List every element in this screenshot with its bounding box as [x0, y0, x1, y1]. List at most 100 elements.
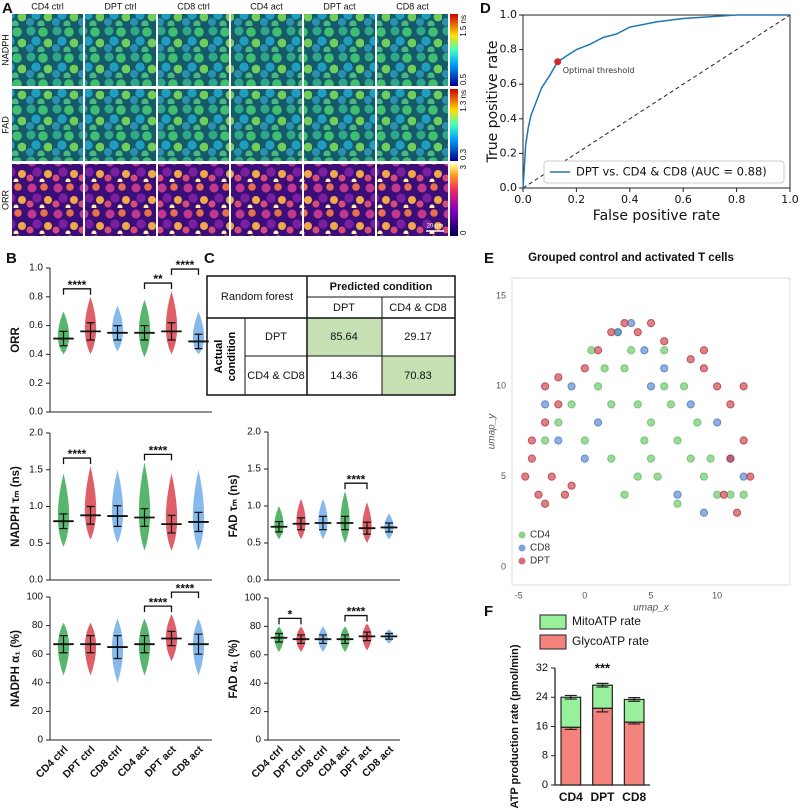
- micrograph: [377, 89, 448, 161]
- legend-swatch: [518, 557, 526, 565]
- row-label: NADPH: [0, 34, 10, 66]
- point: [527, 454, 536, 463]
- point: [554, 436, 563, 445]
- scale-bar-label: 20 μm: [427, 224, 444, 230]
- point: [534, 490, 543, 499]
- point: [673, 436, 682, 445]
- panel-letter: F: [484, 603, 493, 620]
- micrograph: [231, 89, 302, 161]
- column-label: CD4 act: [250, 1, 283, 11]
- point: [540, 382, 550, 391]
- micrograph: [158, 89, 229, 161]
- y-tick-label: 0.0: [29, 407, 43, 418]
- y-tick-label: 0.0: [29, 575, 43, 586]
- y-tick-label: 0.8: [29, 291, 43, 302]
- point: [567, 382, 576, 391]
- panel-letter: C: [204, 250, 215, 267]
- point: [593, 418, 603, 427]
- point: [567, 481, 576, 490]
- y-axis-label: umap_y: [487, 413, 498, 450]
- point: [560, 490, 570, 499]
- y-tick-label: 15: [496, 290, 506, 300]
- roc-curve: [522, 14, 790, 189]
- row-label: ORR: [0, 190, 10, 211]
- y-tick-label: 0: [255, 735, 261, 746]
- bar-segment: [623, 698, 645, 723]
- confusion-table: Random forest Predicted condition DPT CD…: [206, 275, 456, 396]
- y-tick-label: 2.0: [247, 427, 261, 438]
- y-tick-label: 1.5: [247, 464, 261, 475]
- significance-label: ****: [149, 595, 168, 609]
- column-label: CD4 ctrl: [31, 1, 64, 11]
- legend-swatch: [518, 544, 526, 552]
- x-tick-label: CD8: [622, 790, 646, 804]
- y-tick-label: 0: [542, 779, 548, 791]
- dot-cloud: [165, 473, 178, 551]
- point: [580, 364, 589, 373]
- point: [627, 346, 636, 355]
- table-cell: 29.17: [404, 331, 432, 343]
- point: [554, 373, 563, 382]
- error-bar: [564, 694, 577, 700]
- micrograph: [304, 14, 375, 86]
- micrograph: [158, 164, 229, 236]
- column-header: DPT: [333, 302, 355, 314]
- y-tick-label: 100: [244, 593, 261, 604]
- point: [686, 355, 695, 364]
- point: [713, 382, 722, 391]
- column-label: CD8 act: [396, 1, 429, 11]
- point: [540, 499, 550, 508]
- point: [521, 472, 530, 481]
- colorbar: [450, 89, 458, 161]
- significance-label: ****: [347, 472, 366, 486]
- x-axis-label: umap_x: [633, 603, 670, 614]
- y-tick-label: 0: [37, 735, 43, 746]
- significance-label: ***: [595, 661, 611, 676]
- y-tick-label: 1.0: [29, 263, 43, 274]
- point: [746, 472, 755, 481]
- bar-segment: [560, 696, 582, 728]
- y-tick-label: 40: [32, 677, 44, 688]
- row-label: CD4 & CD8: [247, 370, 304, 382]
- plot-frame: [511, 277, 791, 586]
- point: [726, 454, 735, 463]
- x-tick-label: DPT: [591, 790, 616, 804]
- y-tick-label: 80: [250, 621, 262, 632]
- point: [600, 364, 609, 373]
- x-tick-label: 1.0: [781, 193, 799, 206]
- significance-bracket: [143, 453, 173, 461]
- table-title: Random forest: [221, 291, 293, 303]
- dot-cloud: [57, 473, 70, 547]
- x-tick-label: 0.8: [728, 193, 746, 206]
- micrograph: [304, 164, 375, 236]
- legend-label: DPT: [530, 556, 550, 567]
- x-tick-label: 0.2: [568, 193, 586, 206]
- column-label: DPT act: [323, 1, 356, 11]
- legend-swatch: [539, 634, 567, 650]
- point: [673, 490, 682, 499]
- point: [653, 472, 662, 481]
- micrograph: [85, 89, 156, 161]
- point: [607, 400, 616, 409]
- legend-label: MitoATP rate: [572, 614, 641, 628]
- point: [726, 400, 735, 409]
- point: [666, 400, 675, 409]
- x-tick-label: CD4: [559, 790, 583, 804]
- colorbar: [450, 14, 458, 86]
- y-tick-label: 1.0: [247, 501, 261, 512]
- point: [554, 400, 563, 409]
- significance-label: ****: [176, 581, 195, 595]
- colorbar-label: 0: [459, 230, 468, 235]
- y-tick-label: 40: [250, 678, 262, 689]
- point: [739, 436, 748, 445]
- point: [646, 382, 656, 391]
- bar-segment: [560, 726, 582, 786]
- colorbar: [450, 164, 458, 236]
- y-axis-label: ORR: [10, 327, 22, 353]
- point: [660, 382, 669, 391]
- y-tick-label: 8: [542, 750, 548, 762]
- table-header: Predicted condition: [330, 281, 433, 293]
- colorbar-label: 0.5: [459, 73, 468, 85]
- table-cell: 85.64: [330, 331, 358, 343]
- legend-box: [543, 160, 785, 184]
